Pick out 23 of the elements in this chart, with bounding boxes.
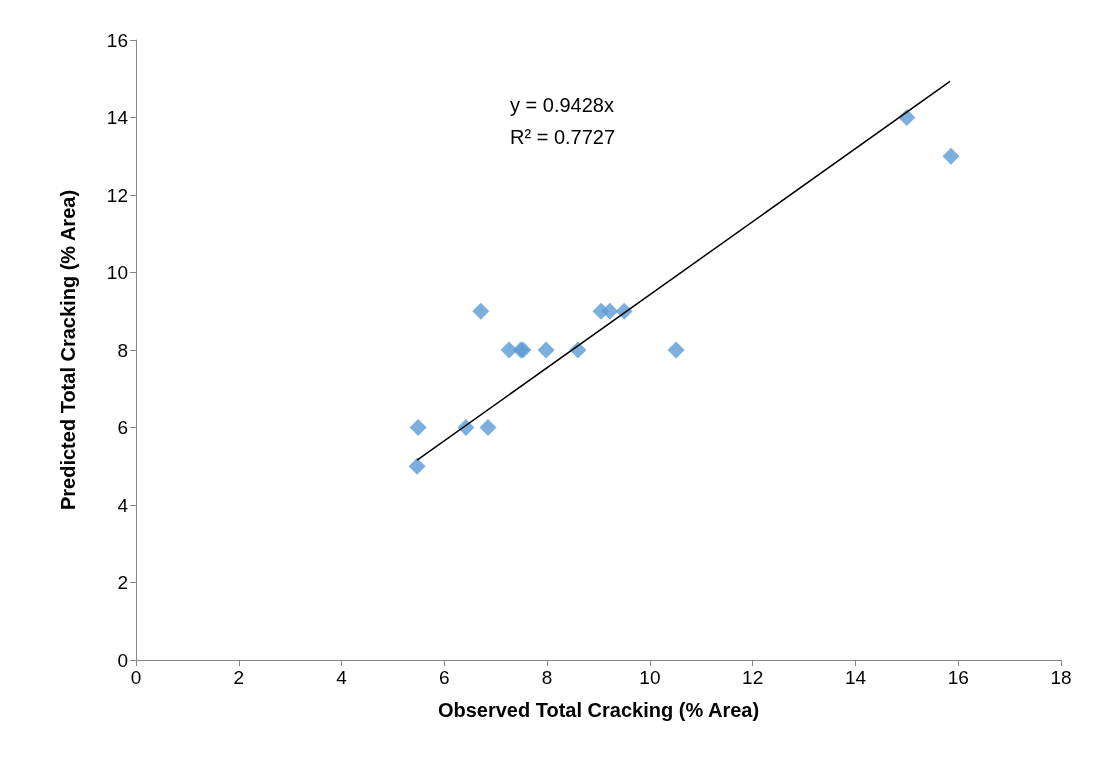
y-tick-label: 4 [117, 494, 129, 516]
annotation: R² = 0.7727 [510, 126, 616, 148]
x-tick-label: 6 [439, 667, 450, 688]
y-axis-title: Predicted Total Cracking (% Area) [57, 189, 79, 511]
y-tick-label: 12 [106, 184, 128, 206]
y-tick-label: 6 [117, 417, 128, 438]
x-tick-label: 18 [1050, 667, 1072, 688]
annotation: y = 0.9428x [510, 94, 614, 116]
y-tick-label: 10 [106, 262, 128, 283]
x-tick-label: 10 [639, 667, 661, 688]
x-tick-label: 4 [336, 667, 348, 688]
x-tick-label: 8 [541, 667, 553, 688]
y-tick-label: 8 [117, 339, 128, 361]
y-tick-label: 0 [117, 649, 128, 671]
x-tick-label: 12 [742, 667, 764, 688]
x-tick-label: 14 [844, 667, 867, 688]
y-tick-label: 2 [117, 572, 128, 593]
x-tick-label: 16 [947, 667, 969, 688]
x-tick-label: 2 [233, 667, 245, 688]
y-tick-label: 14 [106, 107, 129, 128]
x-tick-label: 0 [130, 667, 142, 688]
x-axis-title: Observed Total Cracking (% Area) [437, 699, 760, 721]
y-tick-label: 16 [106, 29, 128, 51]
